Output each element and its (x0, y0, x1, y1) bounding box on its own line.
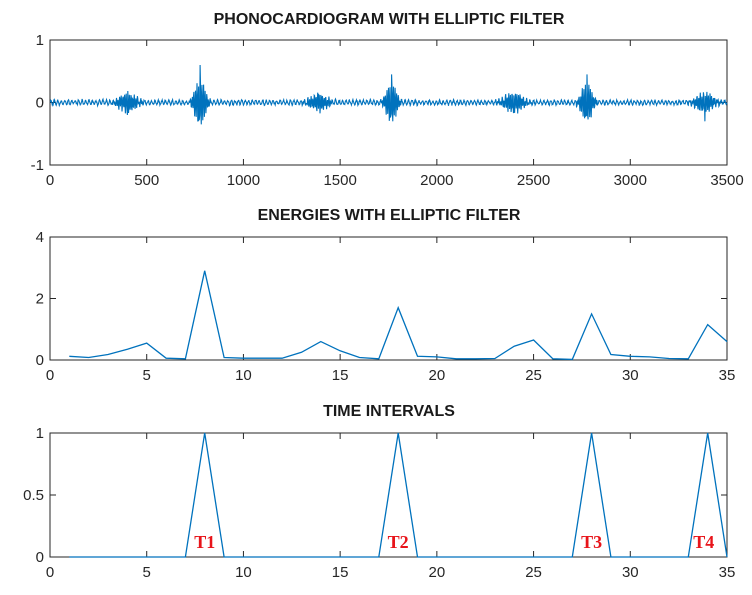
energies-series-line (69, 270, 728, 361)
time-intervals-series-line (69, 432, 728, 558)
annotation-t1: T1 (194, 532, 215, 552)
time-intervals-x-tick-label: 15 (332, 564, 349, 581)
phonocardiogram-title: PHONOCARDIOGRAM WITH ELLIPTIC FILTER (214, 11, 565, 28)
energies-title: ENERGIES WITH ELLIPTIC FILTER (258, 207, 521, 224)
time-intervals-y-ticks: 00.51 (23, 425, 727, 566)
phonocardiogram-x-tick-label: 2500 (517, 172, 550, 189)
annotation-t2: T2 (388, 532, 409, 552)
energies-x-tick-label: 0 (46, 367, 54, 384)
energies-plot (69, 270, 728, 361)
phonocardiogram-series-line (49, 64, 728, 125)
phonocardiogram-y-tick-label: 1 (36, 32, 44, 49)
time-intervals-x-tick-label: 5 (143, 564, 151, 581)
phonocardiogram-y-tick-label: -1 (31, 157, 44, 174)
time-intervals-panel: TIME INTERVALS 0 5 10 15 20 25 30 35 00.51 T1 T2… (23, 403, 735, 581)
energies-x-tick-label: 10 (235, 367, 252, 384)
energies-axes (49, 236, 728, 361)
phonocardiogram-x-tick-label: 500 (134, 172, 159, 189)
energies-y-tick-label: 0 (36, 352, 44, 369)
energies-y-tick-label: 4 (36, 229, 44, 246)
phonocardiogram-x-tick-label: 1000 (227, 172, 260, 189)
time-intervals-x-tick-label: 0 (46, 564, 54, 581)
time-intervals-x-tick-label: 30 (622, 564, 639, 581)
energies-y-tick-label: 2 (36, 291, 44, 308)
annotation-t3: T3 (581, 532, 602, 552)
time-intervals-x-ticks: 0 5 10 15 20 25 30 35 (46, 433, 736, 581)
time-intervals-y-tick-label: 1 (36, 425, 44, 442)
phonocardiogram-x-tick-label: 3000 (614, 172, 647, 189)
time-intervals-title: TIME INTERVALS (323, 403, 455, 420)
phonocardiogram-x-tick-label: 1500 (323, 172, 356, 189)
phonocardiogram-y-tick-label: 0 (36, 95, 44, 112)
time-intervals-plot (69, 432, 728, 558)
phonocardiogram-x-tick-label: 2000 (420, 172, 453, 189)
energies-x-tick-label: 20 (429, 367, 446, 384)
time-intervals-y-tick-label: 0.5 (23, 487, 44, 504)
phonocardiogram-plot (49, 64, 728, 125)
energies-x-ticks: 0 5 10 15 20 25 30 35 (46, 237, 736, 384)
energies-x-tick-label: 30 (622, 367, 639, 384)
time-intervals-annotations: T1 T2 T3 T4 (194, 532, 714, 552)
energies-x-tick-label: 15 (332, 367, 349, 384)
phonocardiogram-x-ticks: 0 500 1000 1500 2000 2500 3000 3500 (46, 40, 744, 189)
time-intervals-x-tick-label: 35 (719, 564, 736, 581)
phonocardiogram-x-tick-label: 0 (46, 172, 54, 189)
time-intervals-x-tick-label: 10 (235, 564, 252, 581)
phonocardiogram-x-tick-label: 3500 (710, 172, 743, 189)
energies-x-tick-label: 25 (525, 367, 542, 384)
time-intervals-x-tick-label: 20 (429, 564, 446, 581)
phonocardiogram-panel: PHONOCARDIOGRAM WITH ELLIPTIC FILTER 0 50… (31, 11, 744, 189)
energies-x-tick-label: 35 (719, 367, 736, 384)
energies-panel: ENERGIES WITH ELLIPTIC FILTER 0 5 10 15 20 25… (36, 207, 736, 384)
annotation-t4: T4 (693, 532, 714, 552)
energies-x-tick-label: 5 (143, 367, 151, 384)
time-intervals-x-tick-label: 25 (525, 564, 542, 581)
time-intervals-y-tick-label: 0 (36, 549, 44, 566)
energies-y-ticks: 0 2 4 (36, 229, 727, 369)
